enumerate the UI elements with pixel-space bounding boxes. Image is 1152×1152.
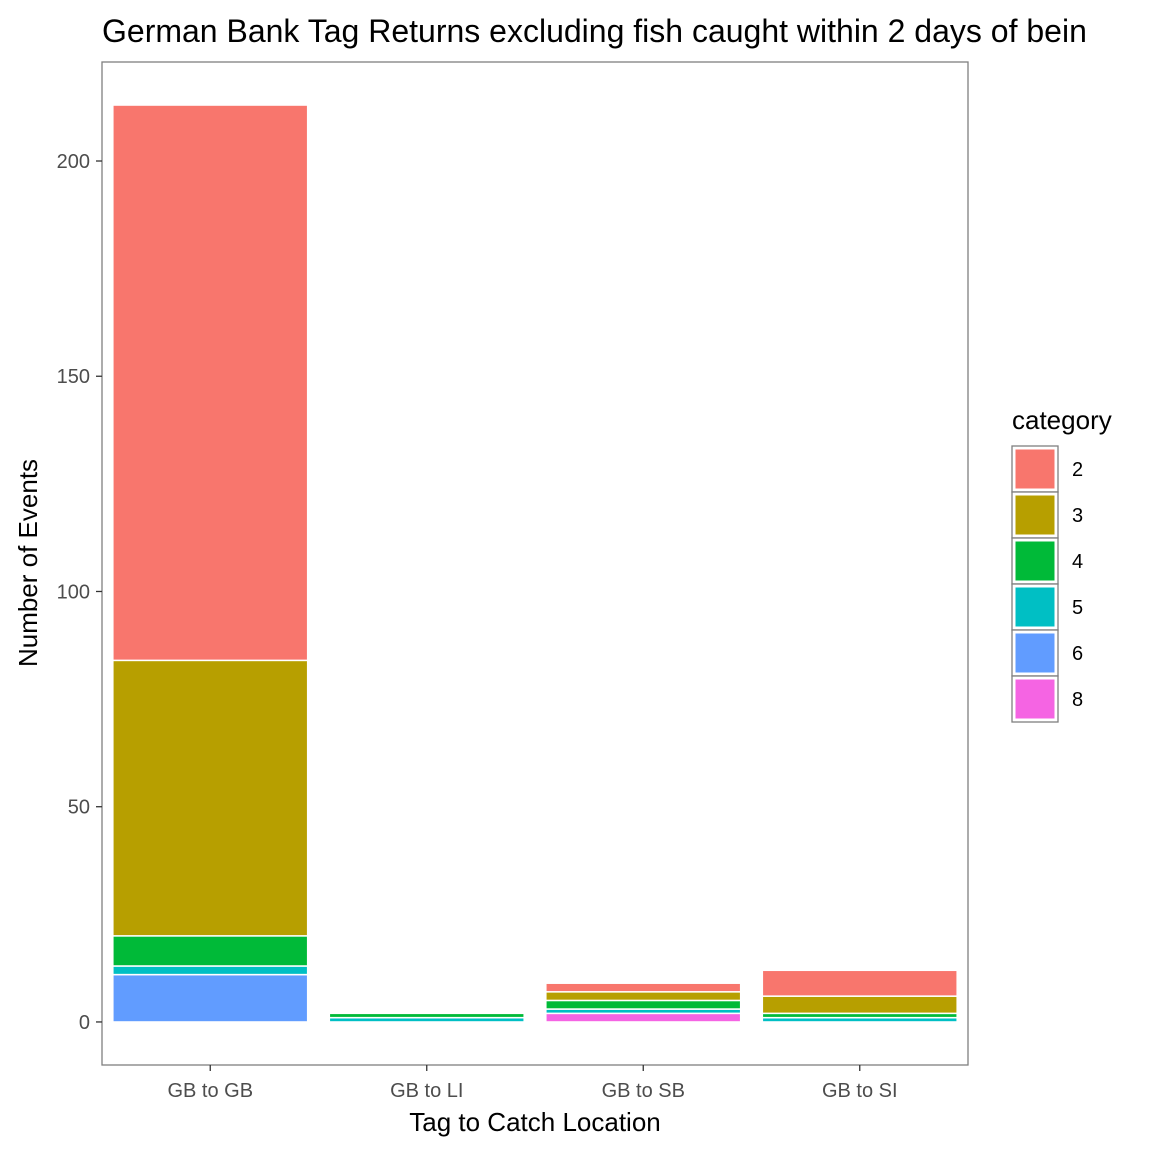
- legend-items: 2 3 4 5 6 8: [1011, 445, 1083, 723]
- legend-label-4: 4: [1072, 551, 1083, 573]
- bar-segment-gb-to-sb-cat-2: [545, 982, 742, 993]
- legend-swatch-6: [1014, 632, 1056, 674]
- bar-segment-gb-to-li-cat-4: [328, 1012, 525, 1019]
- legend: category 2 3 4 5 6 8: [1011, 405, 1112, 723]
- y-tick-label: 0: [79, 1012, 90, 1034]
- y-tick-label: 150: [57, 366, 90, 388]
- legend-title: category: [1012, 405, 1112, 435]
- legend-swatch-4: [1014, 540, 1056, 582]
- x-axis-title: Tag to Catch Location: [409, 1107, 661, 1137]
- legend-label-3: 3: [1072, 505, 1083, 527]
- x-tick-label: GB to GB: [167, 1080, 253, 1102]
- bar-segment-gb-to-gb-cat-4: [112, 935, 309, 967]
- bar-segment-gb-to-gb-cat-2: [112, 104, 309, 662]
- y-axis-title: Number of Events: [13, 459, 43, 667]
- legend-swatch-8: [1014, 678, 1056, 720]
- y-tick-label: 200: [57, 151, 90, 173]
- legend-swatch-3: [1014, 494, 1056, 536]
- x-tick-label: GB to SB: [602, 1080, 685, 1102]
- chart-title: German Bank Tag Returns excluding fish c…: [102, 13, 1087, 49]
- bar-segment-gb-to-si-cat-3: [761, 995, 958, 1015]
- bar-segment-gb-to-sb-cat-4: [545, 999, 742, 1010]
- legend-swatch-2: [1014, 448, 1056, 490]
- bar-segment-gb-to-gb-cat-3: [112, 659, 309, 937]
- legend-label-5: 5: [1072, 597, 1083, 619]
- legend-label-8: 8: [1072, 689, 1083, 711]
- legend-label-2: 2: [1072, 459, 1083, 481]
- bar-segment-gb-to-sb-cat-3: [545, 991, 742, 1002]
- legend-swatch-5: [1014, 586, 1056, 628]
- x-tick-label: GB to LI: [390, 1080, 463, 1102]
- x-tick-label: GB to SI: [822, 1080, 898, 1102]
- y-axis: 0 50 100 150 200: [57, 151, 102, 1034]
- y-tick-label: 100: [57, 581, 90, 603]
- x-axis: GB to GB GB to LI GB to SB GB to SI: [167, 1065, 898, 1102]
- bar-segment-gb-to-gb-cat-5: [112, 965, 309, 976]
- legend-label-6: 6: [1072, 643, 1083, 665]
- y-tick-label: 50: [68, 797, 90, 819]
- bar-segment-gb-to-sb-cat-8: [545, 1012, 742, 1023]
- bar-segment-gb-to-si-cat-2: [761, 969, 958, 997]
- bars-layer: [112, 104, 958, 1023]
- bar-segment-gb-to-gb-cat-6: [112, 973, 309, 1023]
